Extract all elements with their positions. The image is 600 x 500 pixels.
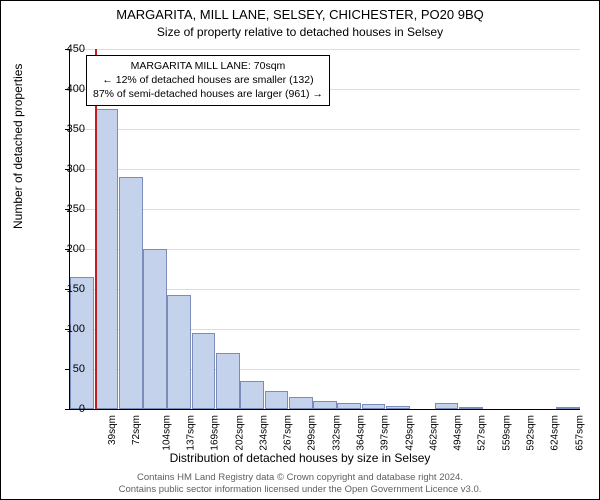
x-tick-label: 559sqm [501,415,512,451]
grid-line [70,129,580,130]
bar [459,407,483,409]
bar [386,406,410,409]
x-tick-label: 234sqm [258,415,269,451]
x-axis-label: Distribution of detached houses by size … [1,451,599,465]
y-tick-label: 250 [55,203,85,215]
x-tick-label: 104sqm [161,415,172,451]
x-tick-label: 39sqm [107,415,118,445]
footer-attribution: Contains HM Land Registry data © Crown c… [1,472,599,495]
y-tick-label: 100 [55,323,85,335]
x-tick-label: 299sqm [307,415,318,451]
x-tick-label: 657sqm [574,415,585,451]
bar [435,403,459,409]
y-tick-label: 200 [55,243,85,255]
bar [143,249,167,409]
x-tick-label: 267sqm [283,415,294,451]
x-tick-label: 462sqm [428,415,439,451]
y-tick-label: 0 [55,403,85,415]
x-tick-label: 137sqm [186,415,197,451]
bar [265,391,289,409]
info-box: MARGARITA MILL LANE: 70sqm ← 12% of deta… [86,55,330,106]
bar [337,403,361,409]
y-tick-label: 300 [55,163,85,175]
bar [313,401,337,409]
footer-line-2: Contains public sector information licen… [1,484,599,495]
chart-title-sub: Size of property relative to detached ho… [1,25,599,39]
y-tick-label: 50 [55,363,85,375]
grid-line [70,49,580,50]
info-line-3: 87% of semi-detached houses are larger (… [93,87,323,101]
x-tick-label: 397sqm [380,415,391,451]
info-line-2: ← 12% of detached houses are smaller (13… [93,73,323,87]
x-tick-label: 429sqm [404,415,415,451]
bar [289,397,313,409]
x-tick-label: 624sqm [550,415,561,451]
info-line-1: MARGARITA MILL LANE: 70sqm [93,59,323,73]
y-tick-label: 450 [55,43,85,55]
y-tick-label: 150 [55,283,85,295]
y-tick-label: 400 [55,83,85,95]
x-tick-label: 527sqm [477,415,488,451]
y-axis-label: Number of detached properties [11,64,25,229]
chart-title-main: MARGARITA, MILL LANE, SELSEY, CHICHESTER… [1,7,599,22]
bar [70,277,94,409]
bar [119,177,143,409]
x-tick-label: 169sqm [210,415,221,451]
y-tick-label: 350 [55,123,85,135]
bar [192,333,216,409]
plot-area: MARGARITA MILL LANE: 70sqm ← 12% of deta… [69,49,580,410]
footer-line-1: Contains HM Land Registry data © Crown c… [1,472,599,483]
bar [95,109,119,409]
grid-line [70,209,580,210]
grid-line [70,169,580,170]
x-tick-label: 72sqm [131,415,142,445]
bar [240,381,264,409]
bar [556,407,580,409]
x-tick-label: 592sqm [526,415,537,451]
x-tick-label: 364sqm [356,415,367,451]
x-tick-label: 332sqm [331,415,342,451]
bar [167,295,191,409]
x-tick-label: 202sqm [234,415,245,451]
bar [216,353,240,409]
x-tick-label: 494sqm [453,415,464,451]
chart-container: MARGARITA, MILL LANE, SELSEY, CHICHESTER… [0,0,600,500]
bar [362,404,386,409]
